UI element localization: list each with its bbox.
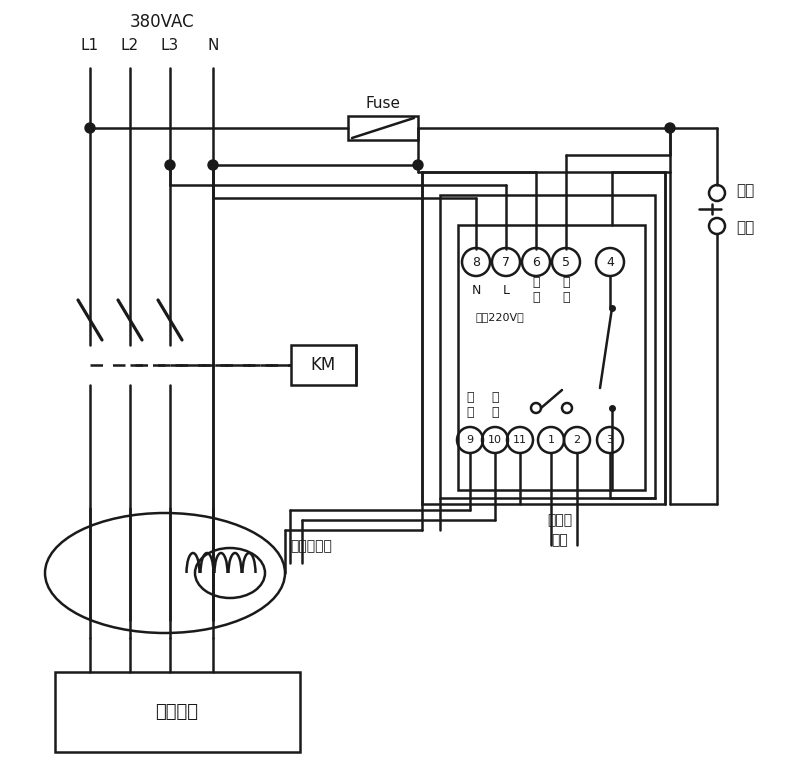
Circle shape xyxy=(665,123,675,133)
Text: 11: 11 xyxy=(513,435,527,445)
Text: L2: L2 xyxy=(121,37,139,52)
Circle shape xyxy=(165,160,175,170)
Text: Fuse: Fuse xyxy=(366,95,401,110)
Text: 开关: 开关 xyxy=(736,220,754,236)
Circle shape xyxy=(413,160,423,170)
Text: 零序互感器: 零序互感器 xyxy=(290,539,332,553)
Text: 自锁: 自锁 xyxy=(736,184,754,198)
Text: 8: 8 xyxy=(472,255,480,269)
Text: 1: 1 xyxy=(547,435,554,445)
Text: L: L xyxy=(502,284,510,297)
Text: 6: 6 xyxy=(532,255,540,269)
Text: 10: 10 xyxy=(488,435,502,445)
Text: KM: KM xyxy=(310,356,336,374)
Text: L3: L3 xyxy=(161,37,179,52)
Text: 信
号: 信 号 xyxy=(491,391,498,419)
Text: 9: 9 xyxy=(466,435,474,445)
Text: 试
验: 试 验 xyxy=(562,276,570,304)
Text: 报警: 报警 xyxy=(552,533,568,547)
Bar xyxy=(440,195,655,498)
Text: 电源220V～: 电源220V～ xyxy=(476,312,525,322)
Text: 信
号: 信 号 xyxy=(466,391,474,419)
Bar xyxy=(348,116,418,140)
Text: N: N xyxy=(471,284,481,297)
Bar xyxy=(55,672,300,752)
Bar xyxy=(422,172,665,504)
Circle shape xyxy=(208,160,218,170)
Text: 3: 3 xyxy=(606,435,614,445)
Text: 2: 2 xyxy=(574,435,581,445)
Text: N: N xyxy=(207,37,218,52)
Text: 7: 7 xyxy=(502,255,510,269)
Text: L1: L1 xyxy=(81,37,99,52)
Text: 试
验: 试 验 xyxy=(532,276,540,304)
Bar xyxy=(291,345,356,385)
Text: 5: 5 xyxy=(562,255,570,269)
Bar xyxy=(458,225,645,490)
Circle shape xyxy=(85,123,95,133)
Text: 接声光: 接声光 xyxy=(547,513,573,527)
Text: 用户设备: 用户设备 xyxy=(155,703,198,721)
Text: 4: 4 xyxy=(606,255,614,269)
Text: 380VAC: 380VAC xyxy=(130,13,194,31)
